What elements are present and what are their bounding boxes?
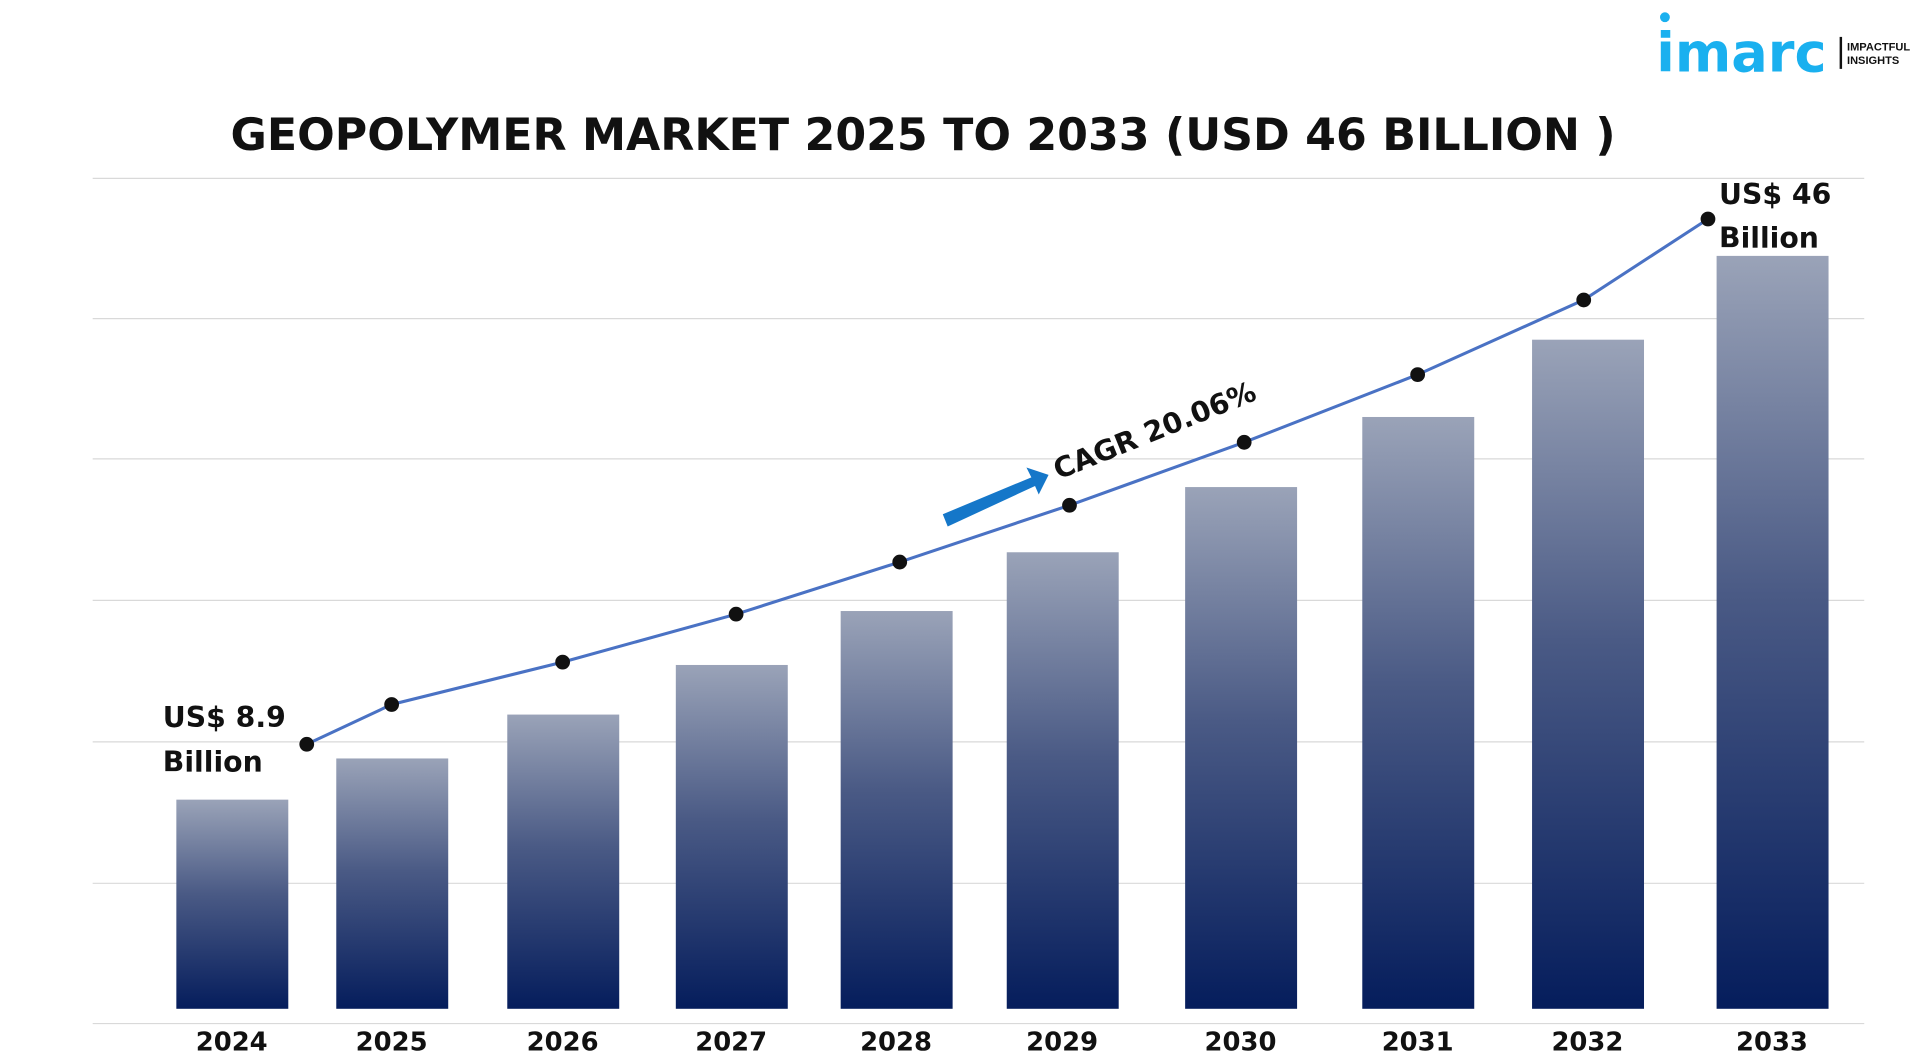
- end-value-label-line2: Billion: [1719, 221, 1819, 254]
- line-marker: [1236, 434, 1252, 450]
- line-marker: [728, 606, 744, 622]
- x-tick-label: 2026: [527, 1028, 599, 1058]
- x-tick-label: 2025: [356, 1028, 428, 1058]
- bar-2032: [1532, 339, 1645, 1009]
- logo-tagline-2: INSIGHTS: [1847, 55, 1899, 67]
- line-marker: [1062, 497, 1077, 513]
- x-tick-label: 2032: [1551, 1028, 1623, 1058]
- line-marker: [555, 654, 571, 670]
- line-marker: [892, 554, 908, 570]
- logo: imarc IMPACTFUL INSIGHTS: [1656, 12, 1910, 84]
- logo-tagline-1: IMPACTFUL: [1847, 41, 1910, 53]
- logo-brand: imarc: [1656, 21, 1826, 84]
- start-value-label-line1: US$ 8.9: [163, 701, 286, 734]
- start-value-label-line2: Billion: [163, 745, 263, 778]
- bar-2033: [1716, 255, 1829, 1009]
- line-marker: [1576, 292, 1592, 308]
- x-tick-label: 2030: [1205, 1028, 1277, 1058]
- x-tick-label: 2029: [1026, 1028, 1098, 1058]
- x-tick-label: 2027: [695, 1028, 767, 1058]
- line-marker: [384, 697, 400, 712]
- arrow-icon: [942, 467, 1049, 527]
- x-tick-label: 2033: [1736, 1028, 1808, 1058]
- bar-2024: [176, 799, 289, 1009]
- bar-2031: [1362, 416, 1475, 1009]
- bar-2028: [840, 611, 953, 1009]
- x-tick-label: 2028: [860, 1028, 932, 1058]
- chart-title: GEOPOLYMER MARKET 2025 TO 2033 (USD 46 B…: [231, 110, 1616, 161]
- line-marker: [1700, 211, 1716, 227]
- x-tick-label: 2031: [1382, 1028, 1454, 1058]
- bar-2030: [1185, 487, 1298, 1009]
- end-value-label-line1: US$ 46: [1719, 178, 1831, 211]
- bar-2029: [1006, 552, 1119, 1009]
- bar-2026: [507, 714, 620, 1009]
- line-marker: [299, 736, 315, 752]
- bar-2025: [336, 758, 449, 1009]
- bar-2027: [675, 664, 788, 1009]
- line-marker: [1410, 367, 1426, 382]
- cagr-label: CAGR 20.06%: [1049, 375, 1261, 486]
- x-tick-label: 2024: [196, 1028, 268, 1058]
- trend-line: [306, 217, 1709, 746]
